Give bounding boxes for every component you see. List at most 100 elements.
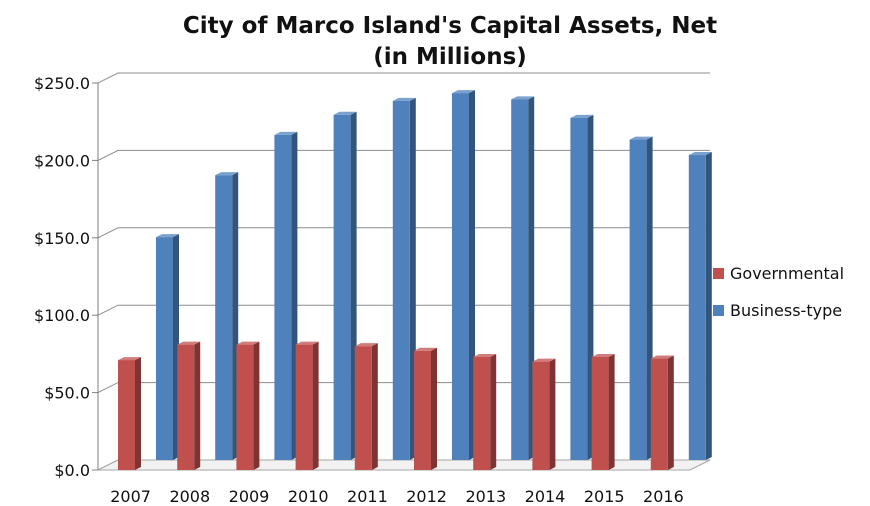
legend-swatch-governmental	[713, 268, 724, 279]
bar-front	[414, 350, 431, 470]
bar-top	[274, 131, 298, 135]
bar-business-type-2011	[392, 97, 416, 460]
bar-side	[371, 343, 378, 470]
bar-governmental-2011	[354, 343, 378, 470]
bar-top	[236, 341, 260, 345]
bar-governmental-2014	[532, 358, 556, 470]
x-tick-label: 2010	[288, 487, 329, 506]
bar-governmental-2008	[177, 341, 201, 470]
x-tick-label: 2007	[110, 487, 151, 506]
bar-top	[215, 172, 239, 176]
bar-front	[177, 344, 195, 470]
legend-label-governmental: Governmental	[730, 264, 844, 283]
bar-front	[274, 134, 292, 461]
y-tick-label: $0.0	[54, 461, 90, 480]
y-tick-label: $150.0	[34, 229, 90, 248]
bar-top	[156, 234, 179, 238]
bar-front	[570, 117, 588, 460]
bar-front	[650, 358, 668, 470]
bar-top	[452, 90, 475, 94]
bar-top	[629, 136, 653, 140]
bar-governmental-2012	[414, 347, 437, 470]
bar-business-type-2012	[452, 90, 475, 461]
bar-governmental-2013	[473, 353, 497, 470]
bar-business-type-2010	[333, 111, 357, 461]
bar-side	[490, 353, 497, 470]
bar-front	[333, 114, 351, 461]
legend-label-business-type: Business-type	[730, 301, 842, 320]
bar-business-type-2013	[511, 96, 535, 460]
bar-top	[473, 353, 497, 357]
bar-top	[591, 353, 615, 357]
bars	[118, 90, 712, 470]
y-tick-label: $50.0	[44, 384, 90, 403]
bar-side	[549, 358, 556, 470]
bar-business-type-2009	[274, 131, 298, 461]
bar-front	[392, 100, 410, 460]
bar-governmental-2009	[236, 341, 260, 470]
bar-front	[236, 344, 254, 470]
bar-side	[667, 355, 674, 470]
x-tick-label: 2013	[465, 487, 506, 506]
bar-front	[532, 361, 550, 470]
bar-side	[194, 341, 201, 470]
chart-title-line-2: (in Millions)	[373, 44, 527, 70]
y-tick-label: $200.0	[34, 151, 90, 170]
bar-top	[177, 341, 201, 345]
x-tick-label: 2012	[406, 487, 447, 506]
bar-top	[118, 357, 141, 361]
bar-side	[608, 353, 615, 470]
bar-business-type-2015	[629, 136, 653, 460]
bar-front	[354, 346, 372, 470]
bar-top	[511, 96, 535, 100]
bar-front	[452, 93, 469, 461]
chart-title-line-1: City of Marco Island's Capital Assets, N…	[183, 13, 717, 39]
bar-side	[705, 152, 712, 460]
bar-front	[629, 139, 647, 460]
bar-governmental-2010	[295, 341, 319, 470]
legend-swatch-business-type	[713, 305, 724, 316]
bar-front	[511, 99, 529, 460]
x-tick-label: 2014	[525, 487, 566, 506]
bar-top	[688, 152, 712, 156]
bar-front	[295, 344, 313, 470]
y-tick-label: $250.0	[34, 74, 90, 93]
x-tick-label: 2009	[229, 487, 270, 506]
bar-governmental-2016	[650, 355, 674, 470]
bar-front	[473, 356, 491, 470]
bar-top	[354, 343, 378, 347]
x-tick-label: 2015	[584, 487, 625, 506]
bar-governmental-2015	[591, 353, 615, 470]
bar-top	[650, 355, 674, 359]
bar-top	[392, 97, 416, 101]
bar-front	[591, 356, 609, 470]
bar-front	[156, 237, 173, 460]
wall-edge-top	[97, 72, 119, 84]
bar-side	[431, 347, 437, 470]
bar-side	[135, 357, 141, 470]
x-tick-label: 2016	[643, 487, 684, 506]
bar-front	[118, 360, 135, 470]
bar-top	[414, 347, 437, 351]
bar-top	[532, 358, 556, 362]
bar-front	[215, 175, 233, 460]
legend: Governmental Business-type	[713, 264, 844, 320]
bar-business-type-2008	[215, 172, 239, 460]
bar-side	[253, 341, 260, 470]
x-tick-label: 2011	[347, 487, 388, 506]
bar-business-type-2016	[688, 152, 712, 460]
gridline	[97, 72, 710, 84]
bar-side	[312, 341, 319, 470]
bar-business-type-2014	[570, 114, 594, 460]
bar-top	[333, 111, 357, 115]
bar-top	[570, 114, 594, 118]
y-tick-label: $100.0	[34, 306, 90, 325]
axes: $0.0 $50.0 $100.0 $150.0 $200.0 $250.0 2007 200…	[34, 74, 684, 506]
x-tick-label: 2008	[169, 487, 210, 506]
bar-front	[688, 155, 706, 460]
bar-top	[295, 341, 319, 345]
bar-business-type-2007	[156, 234, 179, 460]
bar-governmental-2007	[118, 357, 141, 470]
